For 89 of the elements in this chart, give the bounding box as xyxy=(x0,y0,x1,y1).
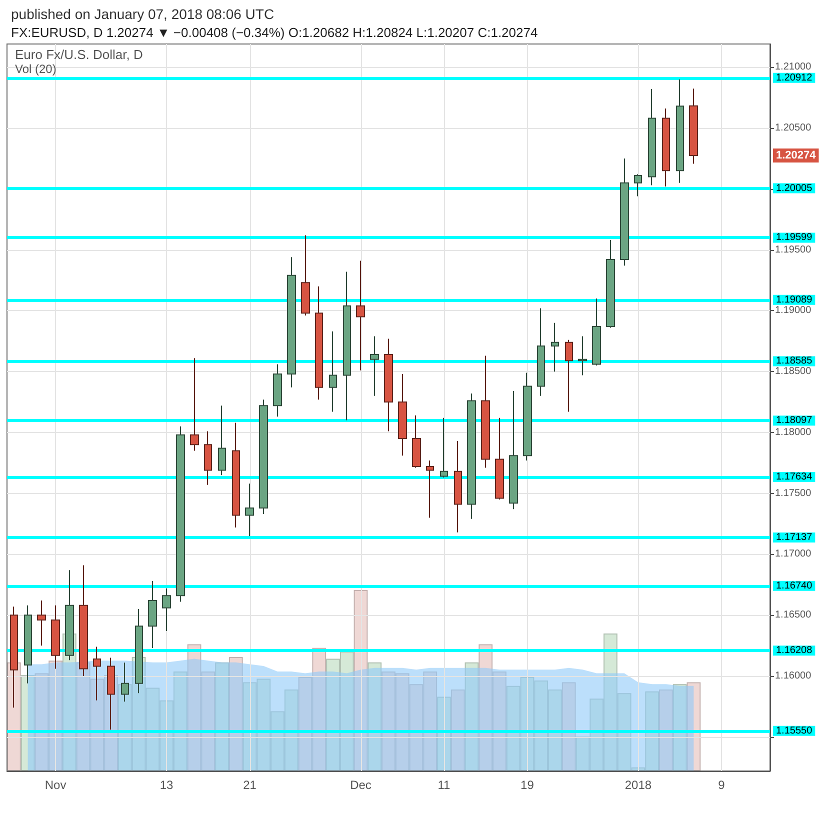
y-tick-label: 1.17500 xyxy=(775,488,812,499)
y-tick-label: 1.17000 xyxy=(775,548,812,560)
candlestick xyxy=(176,426,185,602)
candlestick xyxy=(329,330,337,412)
candlestick xyxy=(565,339,573,412)
x-tick-label: 19 xyxy=(520,778,534,792)
candlestick xyxy=(245,483,254,536)
ref-line-label: 1.19089 xyxy=(776,294,813,306)
candlestick xyxy=(537,308,545,396)
candlestick xyxy=(440,417,448,478)
chart-title: published on January 07, 2018 08:06 UTC xyxy=(11,6,274,22)
y-tick-label: 1.20500 xyxy=(775,122,812,134)
candlestick xyxy=(495,417,504,500)
candlestick xyxy=(398,374,407,456)
ref-line-label: 1.17634 xyxy=(776,472,813,483)
candlestick xyxy=(523,372,532,461)
x-tick-label: 11 xyxy=(438,778,451,792)
candlestick xyxy=(190,358,199,452)
y-tick-label: 1.18000 xyxy=(775,426,812,438)
x-tick-label: Nov xyxy=(44,778,66,792)
ref-line-label: 1.18097 xyxy=(776,415,813,426)
ref-line-label: 1.15550 xyxy=(776,725,813,736)
bar xyxy=(562,682,576,771)
candlestick xyxy=(79,564,88,677)
candlestick xyxy=(509,390,518,510)
y-tick-label: 1.19000 xyxy=(775,305,812,316)
candlestick xyxy=(689,88,698,164)
candlestick xyxy=(315,286,323,400)
bar xyxy=(464,662,479,771)
chart-subtitle: FX:EURUSD, D 1.20274 ▼ −0.00408 (−0.34%) O:1.20682 H:1.20824 L:1.20207 C:1.20274 xyxy=(11,25,538,40)
bar xyxy=(450,690,465,771)
candlestick xyxy=(481,355,490,468)
candlestick xyxy=(384,338,393,432)
candlestick xyxy=(467,392,476,520)
ref-line-label: 1.16208 xyxy=(776,645,813,656)
candlestick xyxy=(162,588,171,632)
y-tick-label: 1.18500 xyxy=(775,366,812,378)
y-tick-label: 1.21000 xyxy=(775,62,812,73)
candlestick xyxy=(51,604,60,670)
bar xyxy=(228,656,243,771)
candlestick xyxy=(676,78,684,184)
bar xyxy=(20,675,35,771)
candlestick xyxy=(606,240,615,328)
candlestick xyxy=(454,440,462,533)
candlestick xyxy=(551,322,559,372)
ref-line-label: 1.20912 xyxy=(776,72,813,84)
bar xyxy=(215,662,229,771)
annotation: Euro Fx/U.S. Dollar, D xyxy=(15,47,143,62)
candlestick xyxy=(148,580,157,649)
candlestick xyxy=(218,405,226,476)
x-tick-label: Dec xyxy=(350,778,372,792)
candlestick xyxy=(24,604,32,684)
candlestick xyxy=(634,174,642,197)
candlestick xyxy=(343,271,351,421)
y-tick-label: 1.19500 xyxy=(775,244,812,256)
candlestick xyxy=(648,88,656,186)
ref-line-label: 1.16740 xyxy=(776,580,813,592)
ref-line-label: 1.18585 xyxy=(776,356,813,367)
candlestick xyxy=(578,336,587,376)
x-tick-label: 21 xyxy=(243,778,257,792)
y-tick-label: 1.16000 xyxy=(775,670,812,682)
candlestick xyxy=(301,234,310,316)
candlestick xyxy=(620,158,629,266)
ref-line-label: 1.17137 xyxy=(776,532,813,544)
candlestick xyxy=(356,260,365,371)
candlestick xyxy=(662,108,670,187)
ref-line-label: 1.19599 xyxy=(776,232,813,244)
candlestick xyxy=(93,646,101,701)
x-tick-label: 9 xyxy=(718,778,726,792)
candlestick xyxy=(232,422,240,528)
candlestick xyxy=(37,600,46,646)
candlestick xyxy=(259,399,268,515)
bar xyxy=(672,684,687,771)
x-tick-label: 2018 xyxy=(624,778,652,792)
bar xyxy=(368,662,382,771)
candlestick xyxy=(412,414,421,468)
y-tick-label: 1.16500 xyxy=(775,610,812,621)
ref-line-label: 1.20005 xyxy=(776,182,813,194)
x-tick-label: 13 xyxy=(160,778,174,792)
candlestick xyxy=(204,430,212,486)
candlestick xyxy=(370,336,379,396)
annotation: Vol (20) xyxy=(15,62,56,76)
bar xyxy=(659,690,673,771)
text: 1.20274 xyxy=(776,150,817,162)
candlestick xyxy=(426,460,434,518)
candlestick xyxy=(287,256,296,388)
candlestick xyxy=(592,298,601,366)
candlestick xyxy=(273,364,282,418)
bar xyxy=(686,682,701,771)
